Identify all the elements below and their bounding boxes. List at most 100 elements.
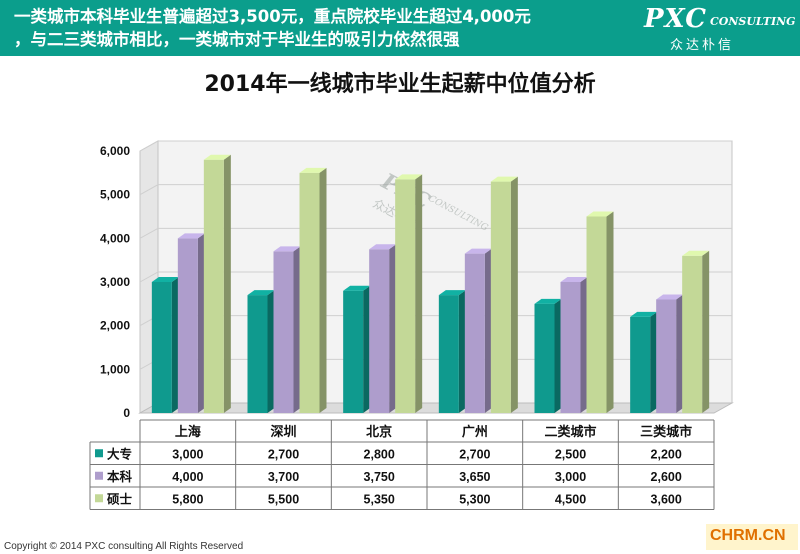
bar-front — [464, 253, 485, 413]
data-label: 3,600 — [651, 492, 682, 506]
corner-watermark-text: CHRM.CN — [710, 527, 786, 544]
data-label: 4,500 — [555, 492, 586, 506]
gridline — [139, 140, 732, 152]
bar-front — [630, 316, 651, 413]
bar — [560, 277, 588, 413]
y-tick-label: 5,000 — [100, 188, 130, 202]
bar-front — [151, 282, 172, 413]
bar — [395, 174, 423, 413]
bar-front — [490, 181, 511, 413]
gridline — [139, 271, 732, 283]
bar-top — [203, 154, 231, 160]
logo-main: PXC — [644, 4, 707, 34]
y-axis-ticks: 0 1,000 2,000 3,000 4,000 5,000 6,000 — [100, 144, 130, 420]
data-label: 3,700 — [268, 470, 299, 484]
bar-top — [273, 246, 301, 252]
bar-top — [343, 285, 371, 291]
gridline — [139, 227, 732, 239]
data-label: 4,000 — [172, 470, 203, 484]
bar-top — [177, 233, 205, 239]
category-label: 深圳 — [270, 424, 296, 440]
bar-side — [554, 298, 562, 413]
bar-side — [171, 277, 179, 413]
bar-front — [177, 238, 198, 413]
bar-front — [656, 299, 677, 413]
bar-front — [343, 290, 364, 413]
bar-top — [369, 244, 397, 250]
header-line-2: ，与二三类城市相比，一类城市对于毕业生的吸引力依然很强 — [14, 30, 460, 49]
bar — [369, 244, 397, 413]
bar — [656, 294, 684, 413]
legend-swatch — [95, 494, 103, 503]
footer-copyright: Copyright © 2014 PXC consulting All Righ… — [4, 541, 244, 552]
bar-front — [299, 172, 320, 413]
bar-side — [510, 176, 518, 413]
logo-sub: CONSULTING — [710, 15, 796, 28]
data-label: 3,650 — [459, 470, 490, 484]
category-label: 三类城市 — [640, 424, 692, 440]
legend-swatch — [95, 449, 103, 458]
bar — [586, 211, 614, 413]
bar-front — [203, 159, 224, 413]
category-label: 北京 — [366, 424, 392, 440]
bar-side — [702, 250, 710, 413]
bar-side — [676, 294, 684, 413]
bar-top — [438, 290, 466, 296]
data-label: 3,000 — [172, 447, 203, 461]
bar-side — [458, 290, 466, 413]
logo-cn: 众达朴信 — [670, 38, 735, 53]
data-label: 5,800 — [172, 492, 203, 506]
legend-label: 本科 — [107, 469, 133, 484]
data-label: 3,000 — [555, 470, 586, 484]
bar — [151, 277, 179, 413]
chart-title: 2014年一线城市毕业生起薪中位值分析 — [204, 72, 596, 97]
bar — [490, 176, 518, 413]
bar-top — [586, 211, 614, 217]
y-tick-label: 1,000 — [100, 362, 130, 376]
bar — [273, 246, 301, 413]
bar — [438, 290, 466, 413]
data-label: 2,700 — [268, 447, 299, 461]
y-tick-label: 3,000 — [100, 275, 130, 289]
bar-top — [395, 174, 423, 180]
bar-front — [534, 303, 555, 413]
legend-label: 大专 — [107, 446, 132, 461]
bar-front — [369, 249, 390, 413]
bar — [247, 290, 275, 413]
bar-top — [247, 290, 275, 296]
corner-watermark: CHRM.CN — [706, 524, 798, 550]
bar-top — [464, 248, 492, 254]
bar-side — [650, 311, 658, 413]
bar-side — [319, 167, 327, 413]
header-banner: 一类城市本科毕业生普遍超过3,500元，重点院校毕业生超过4,000元 ，与二三… — [0, 0, 800, 56]
bar-side — [363, 285, 371, 413]
bar-front — [560, 282, 581, 413]
bar-side — [606, 211, 614, 413]
category-label: 上海 — [175, 424, 201, 440]
bar — [177, 233, 205, 413]
data-label: 2,500 — [555, 447, 586, 461]
bar-side — [293, 246, 301, 413]
legend-swatch — [95, 471, 103, 480]
chart-bars — [151, 154, 710, 413]
pxc-logo: PXC CONSULTING 众达朴信 — [644, 4, 796, 53]
bar-front — [586, 216, 607, 413]
category-label: 二类城市 — [544, 424, 596, 440]
bar — [299, 167, 327, 413]
bar-top — [490, 176, 518, 182]
bar-side — [197, 233, 205, 413]
header-text: 一类城市本科毕业生普遍超过3,500元，重点院校毕业生超过4,000元 ，与二三… — [14, 5, 644, 51]
bar-side — [267, 290, 275, 413]
bar-side — [484, 248, 492, 413]
data-label: 2,800 — [364, 447, 395, 461]
gridline — [139, 184, 732, 196]
data-label: 5,350 — [364, 492, 395, 506]
bar-top — [151, 277, 179, 282]
y-tick-label: 6,000 — [100, 144, 130, 158]
data-label: 2,200 — [651, 447, 682, 461]
bar-front — [247, 295, 268, 413]
data-label: 3,750 — [364, 470, 395, 484]
bar-side — [580, 277, 588, 413]
